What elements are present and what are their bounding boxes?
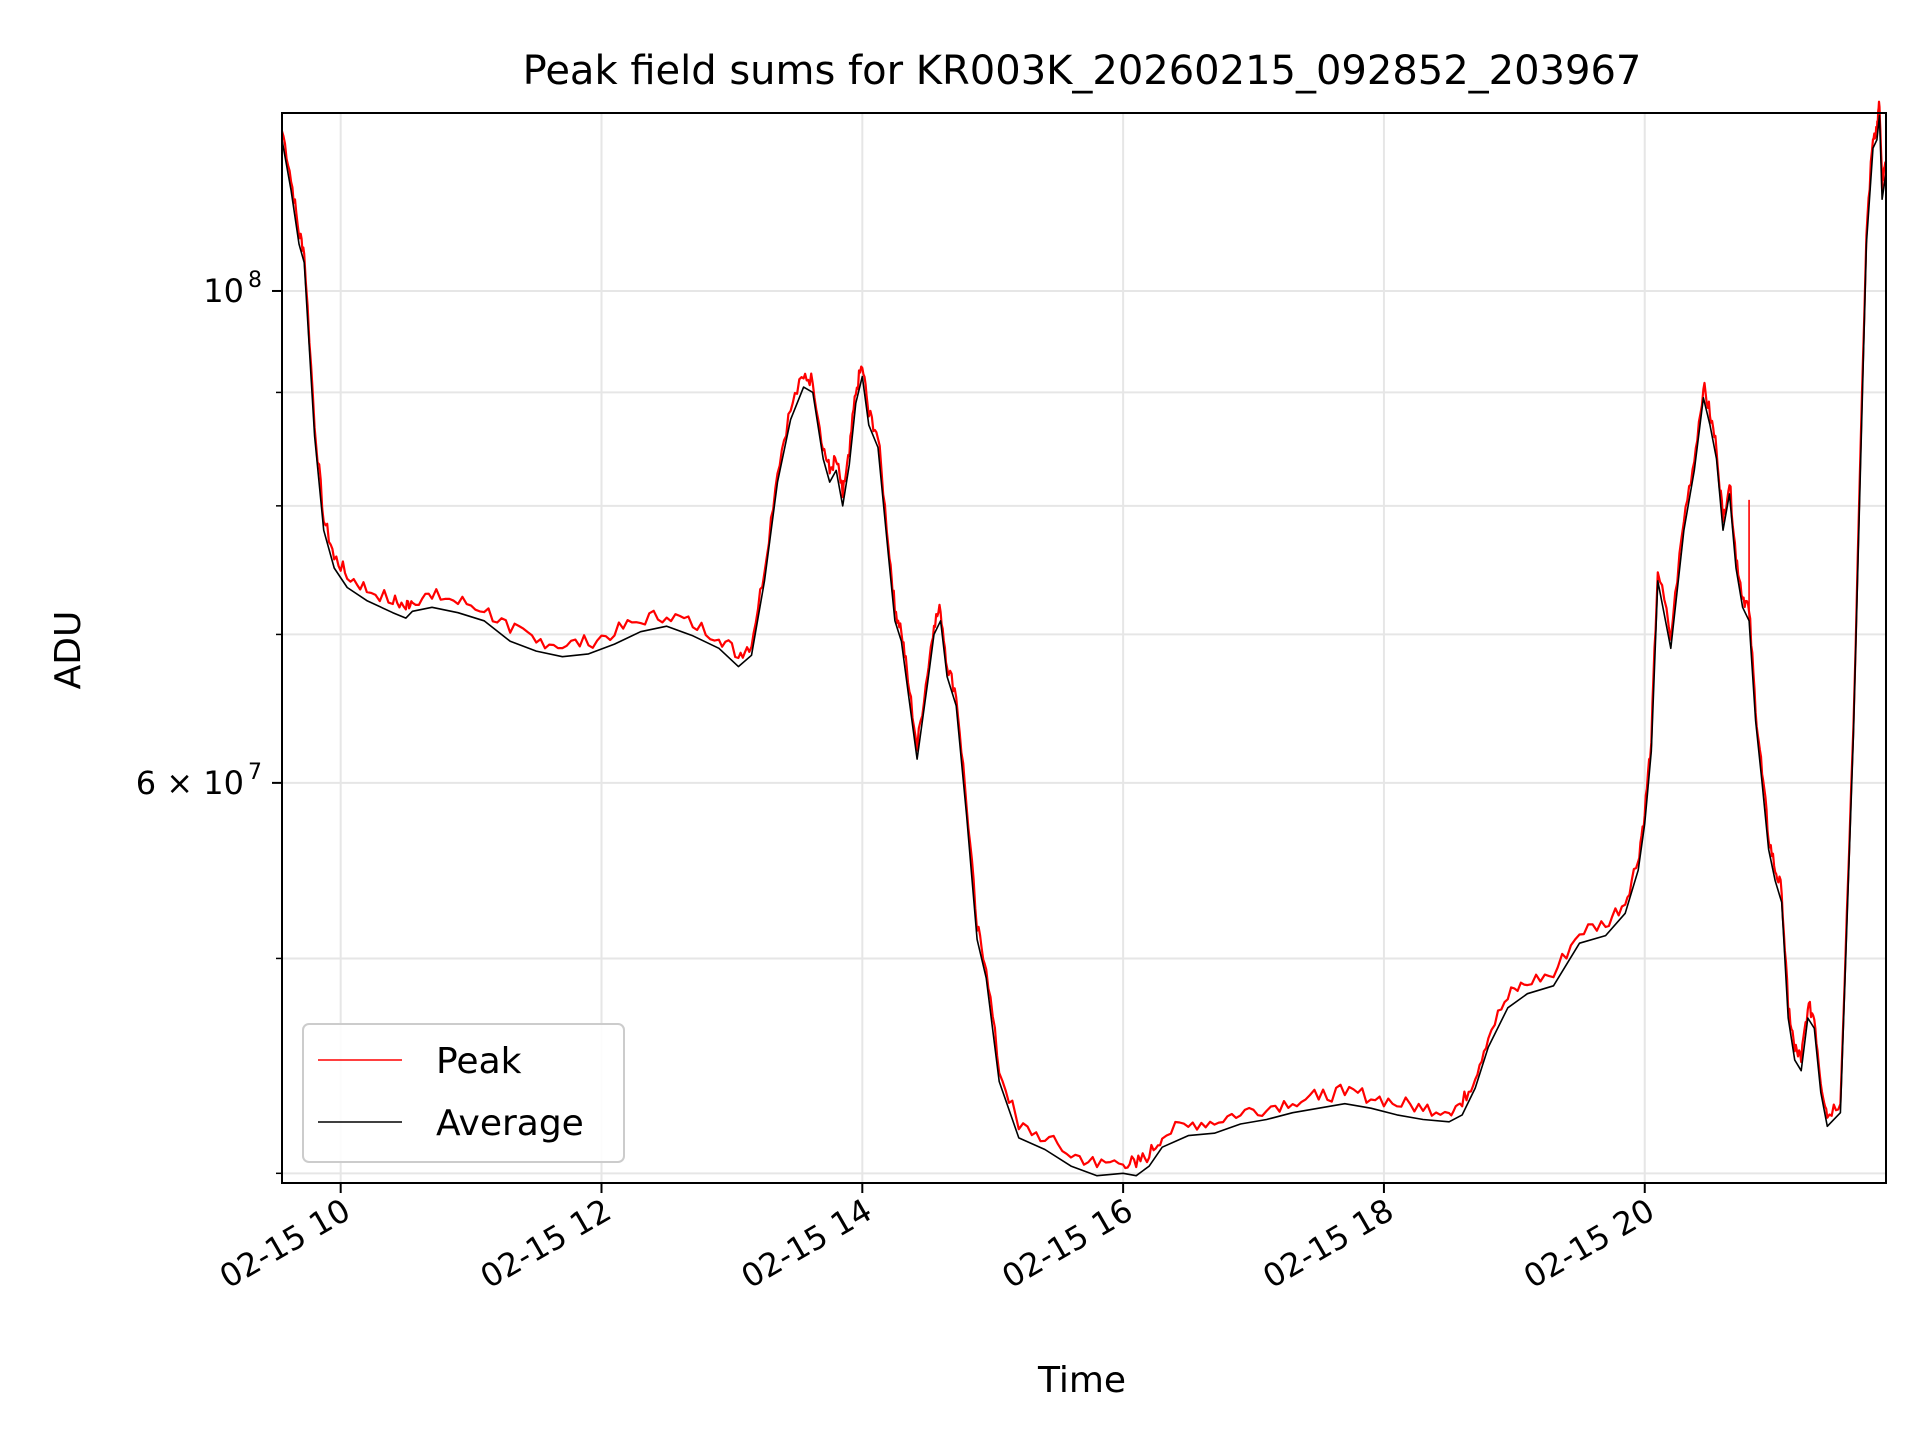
x-axis-label: Time: [1037, 1360, 1126, 1401]
y-tick-exponent: 7: [248, 760, 262, 785]
x-tick-label: 02-15 10: [213, 1191, 357, 1296]
x-tick-label: 02-15 16: [996, 1191, 1140, 1296]
legend-box: [302, 1023, 625, 1163]
x-tick-label: 02-15 12: [474, 1191, 618, 1296]
grid: [282, 113, 1886, 1183]
plot-frame: [281, 112, 1887, 1184]
x-tick-label: 02-15 18: [1256, 1191, 1400, 1296]
y-tick-label: 6 × 10: [136, 764, 244, 802]
chart-title: Peak field sums for KR003K_20260215_0928…: [523, 48, 1642, 94]
y-tick-exponent: 8: [248, 268, 262, 293]
average-series-line: [281, 114, 1887, 1177]
peak-series-line: [280, 100, 1888, 1170]
legend: Peak Average: [302, 1023, 625, 1163]
legend-label-peak: Peak: [436, 1041, 522, 1082]
x-tick-label: 02-15 20: [1517, 1191, 1661, 1296]
y-tick-label: 10: [203, 272, 244, 310]
x-tick-label: 02-15 14: [735, 1191, 879, 1296]
series-layer: [280, 100, 1888, 1177]
y-axis-label: ADU: [48, 611, 89, 690]
legend-label-average: Average: [436, 1103, 584, 1144]
